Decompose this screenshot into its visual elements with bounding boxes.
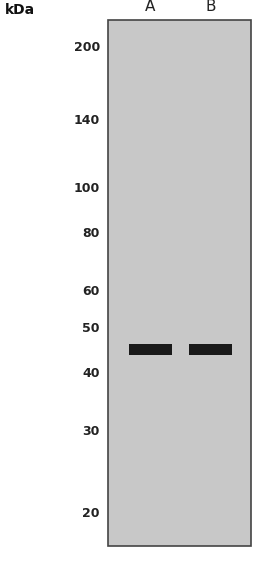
Text: kDa: kDa	[5, 3, 35, 17]
Text: 140: 140	[73, 114, 100, 127]
FancyBboxPatch shape	[108, 20, 251, 546]
Text: A: A	[145, 0, 156, 14]
Text: 50: 50	[82, 321, 100, 334]
Text: 80: 80	[82, 227, 100, 240]
Text: 30: 30	[82, 425, 100, 438]
Text: 20: 20	[82, 507, 100, 520]
Text: B: B	[206, 0, 216, 14]
Text: 100: 100	[73, 181, 100, 195]
Text: 60: 60	[82, 285, 100, 298]
Text: 200: 200	[73, 42, 100, 55]
FancyBboxPatch shape	[129, 344, 172, 355]
Text: 40: 40	[82, 367, 100, 379]
FancyBboxPatch shape	[189, 344, 232, 355]
